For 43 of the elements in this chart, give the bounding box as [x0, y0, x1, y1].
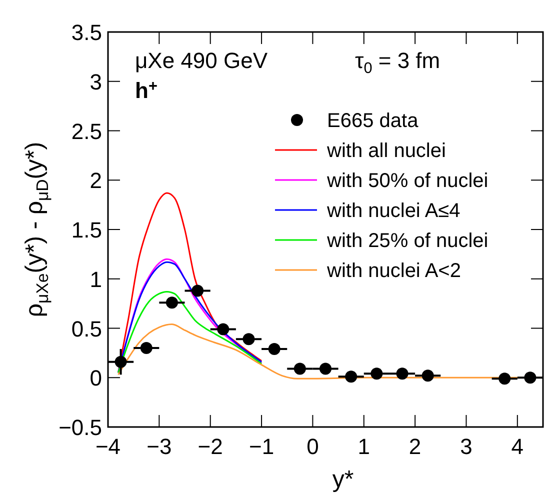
x-tick-label: 3 — [460, 434, 472, 459]
y-tick-label: 0.5 — [71, 316, 102, 342]
point — [345, 370, 358, 383]
y-tick-label: 2.5 — [71, 118, 102, 144]
x-tick-label: 2 — [408, 434, 422, 459]
x-tick-label: −3 — [146, 434, 172, 459]
point — [192, 284, 204, 297]
point — [217, 323, 230, 336]
annotation: τ$_{0}$ = 3 fm — [355, 48, 440, 78]
point — [422, 370, 434, 382]
point — [320, 362, 332, 375]
x-tick-label: −2 — [198, 434, 223, 459]
annotation: μXe 490 GeV — [135, 48, 268, 73]
point — [242, 333, 255, 346]
y-tick-label: 1 — [90, 266, 102, 292]
point — [396, 368, 408, 380]
point — [166, 296, 178, 309]
legend-label: with nuclei A≤4 — [326, 200, 460, 222]
x-tick-label: −1 — [248, 434, 274, 459]
y-tick-label: 0 — [90, 366, 102, 391]
point — [140, 342, 152, 354]
point — [294, 362, 306, 375]
y-tick-label: 3.5 — [71, 20, 102, 45]
point — [498, 372, 511, 385]
x-axis-title: y* — [332, 466, 354, 493]
x-tick-label: 1 — [358, 434, 370, 459]
y-tick-label: 2 — [90, 168, 102, 194]
point — [524, 372, 536, 384]
legend-label: with 25% of nuclei — [326, 230, 488, 252]
line-series — [117, 290, 262, 374]
point — [268, 342, 280, 355]
legend-label: E665 data — [327, 110, 420, 132]
y-tick-label: 1.5 — [71, 218, 102, 242]
point — [114, 356, 127, 368]
x-tick-label: 4 — [511, 434, 524, 459]
line-series — [117, 192, 262, 374]
point — [370, 368, 383, 380]
x-tick-label: 0 — [306, 434, 319, 459]
y-tick-label: 3 — [90, 69, 102, 94]
legend-label: with nuclei A<2 — [326, 260, 461, 282]
legend-label: with all nuclei — [326, 140, 446, 162]
annotation: h$^{+}$ — [135, 78, 158, 103]
legend-label: with 50% of nuclei — [326, 170, 488, 192]
